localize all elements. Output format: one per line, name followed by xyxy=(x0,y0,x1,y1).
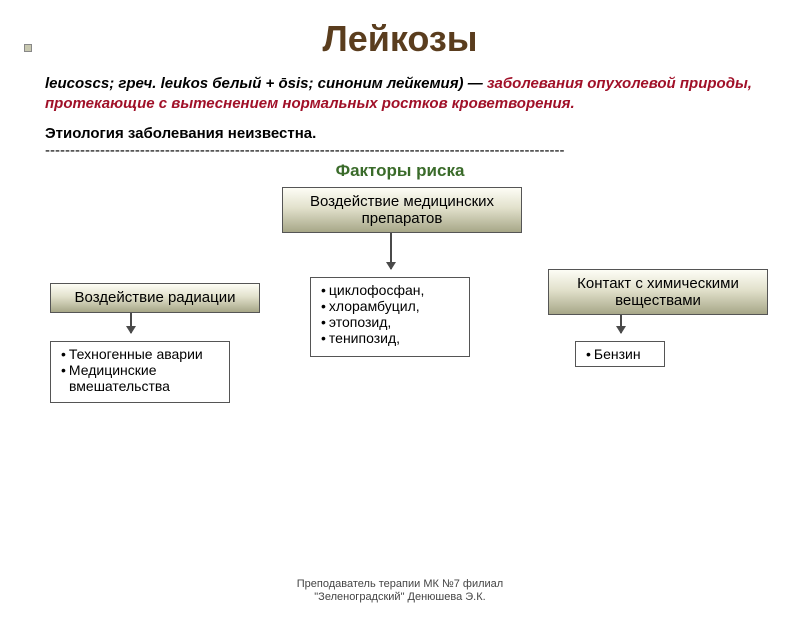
box-radiation-line1: Воздействие радиации xyxy=(75,289,236,306)
arrow-med-to-list xyxy=(390,233,392,269)
definition-block: leucoscs; греч. leukos белый + ōsis; син… xyxy=(45,74,755,115)
list-item: этопозид, xyxy=(321,314,463,330)
list-item: хлорамбуцил, xyxy=(321,298,463,314)
box-medications-line2: препаратов xyxy=(362,210,443,227)
box-radiation: Воздействие радиации xyxy=(50,283,260,313)
footer-line2: "Зеленоградский" Денюшева Э.К. xyxy=(0,591,800,604)
etiology-text: Этиология заболевания неизвестна. xyxy=(45,125,755,142)
list-item-cont: вмешательства xyxy=(61,378,223,394)
arrow-rad-to-list xyxy=(130,313,132,333)
separator-dashes: ----------------------------------------… xyxy=(45,142,755,159)
definition-etymology: leucoscs; греч. leukos белый + ōsis; син… xyxy=(45,75,483,92)
box-chemicals-line1: Контакт с химическими xyxy=(577,275,739,292)
list-item: Бензин xyxy=(586,346,658,362)
list-chemicals: Бензин xyxy=(575,341,665,367)
slide-marker xyxy=(24,44,32,52)
box-chemicals: Контакт с химическими веществами xyxy=(548,269,768,315)
list-medications: циклофосфан, хлорамбуцил, этопозид, тени… xyxy=(310,277,470,357)
list-item: циклофосфан, xyxy=(321,282,463,298)
list-radiation: Техногенные аварии Медицинские вмешатель… xyxy=(50,341,230,403)
list-item: тенипозид, xyxy=(321,330,463,346)
arrow-chem-to-list xyxy=(620,315,622,333)
factors-heading: Факторы риска xyxy=(0,161,800,181)
box-medications-line1: Воздействие медицинских xyxy=(310,193,494,210)
footer-line1: Преподаватель терапии МК №7 филиал xyxy=(0,578,800,591)
box-medications: Воздействие медицинских препаратов xyxy=(282,187,522,233)
slide-footer: Преподаватель терапии МК №7 филиал "Зеле… xyxy=(0,578,800,604)
list-item: Техногенные аварии xyxy=(61,346,223,362)
diagram-canvas: Воздействие медицинских препаратов Возде… xyxy=(0,181,800,481)
box-chemicals-line2: веществами xyxy=(615,292,701,309)
list-item: Медицинские xyxy=(61,362,223,378)
slide-title: Лейкозы xyxy=(0,18,800,60)
